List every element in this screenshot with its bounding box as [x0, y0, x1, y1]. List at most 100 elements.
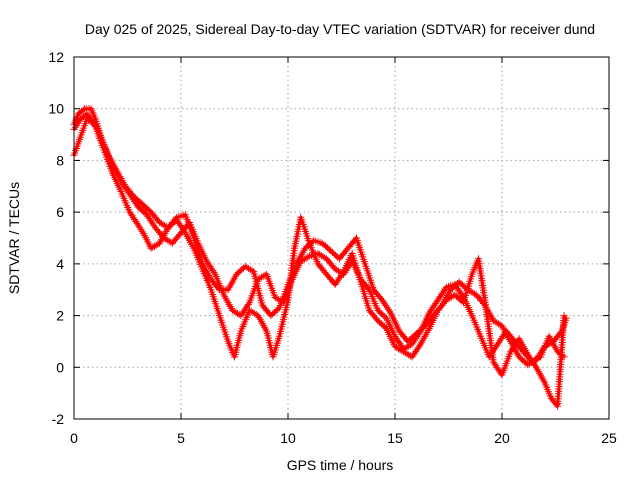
data-point — [142, 204, 150, 211]
data-point — [140, 202, 148, 210]
data-point — [323, 244, 331, 252]
plot-frame — [73, 56, 610, 420]
data-point — [367, 308, 375, 316]
data-point — [134, 203, 142, 211]
data-point — [554, 332, 562, 340]
data-point — [377, 320, 385, 328]
data-point — [138, 206, 146, 214]
data-point — [381, 313, 389, 321]
data-point — [132, 199, 140, 207]
x-tick-label: 0 — [70, 430, 78, 446]
data-point — [324, 272, 332, 280]
data-point — [376, 318, 384, 326]
data-point — [440, 287, 448, 295]
data-point — [234, 269, 242, 277]
data-point — [527, 356, 535, 364]
data-point — [164, 224, 172, 232]
data-point — [455, 278, 463, 286]
y-tick-label: 4 — [56, 256, 64, 272]
data-point — [371, 287, 379, 295]
data-point — [374, 317, 382, 325]
data-point — [381, 300, 389, 308]
data-point — [384, 305, 392, 313]
grid-lines — [74, 57, 609, 419]
data-point — [430, 302, 438, 310]
data-point — [374, 306, 382, 314]
data-point — [515, 353, 523, 361]
data-point — [260, 303, 268, 311]
data-point — [365, 306, 373, 314]
data-point — [203, 257, 211, 265]
data-point — [457, 290, 465, 298]
data-point — [327, 275, 335, 283]
data-point — [393, 336, 401, 344]
data-point — [459, 281, 467, 289]
y-tick-label: 2 — [56, 308, 64, 324]
data-point — [168, 239, 176, 247]
data-point — [520, 358, 528, 366]
data-point — [129, 196, 137, 204]
data-point — [505, 331, 513, 338]
data-point — [173, 216, 181, 224]
data-point — [325, 245, 333, 253]
y-axis-title: SDTVAR / TECUs — [6, 182, 22, 294]
data-point — [178, 223, 186, 231]
data-point — [144, 213, 152, 221]
data-point — [345, 243, 353, 251]
data-point — [376, 308, 384, 316]
data-point — [258, 301, 266, 309]
data-point — [364, 284, 372, 292]
data-point — [322, 242, 330, 250]
data-point — [412, 347, 420, 355]
data-point — [335, 275, 343, 283]
data-point — [370, 312, 378, 320]
data-point — [379, 321, 387, 329]
data-point — [395, 338, 403, 346]
data-point — [377, 310, 385, 317]
y-tick-label: 0 — [56, 359, 64, 375]
x-tick-label: 5 — [177, 430, 185, 446]
data-point — [508, 346, 516, 354]
data-point — [144, 205, 152, 213]
data-point — [494, 340, 502, 348]
data-point — [499, 333, 507, 341]
data-point — [132, 217, 140, 225]
data-point — [491, 360, 499, 368]
data-point — [168, 221, 176, 229]
data-point — [122, 185, 130, 192]
data-point — [427, 307, 434, 315]
x-tick-label: 20 — [494, 430, 510, 446]
data-point — [330, 250, 338, 258]
data-point — [453, 292, 461, 300]
data-point — [382, 302, 390, 310]
data-point — [183, 222, 191, 230]
data-point — [429, 303, 437, 311]
data-point — [208, 265, 216, 273]
data-point — [379, 311, 387, 319]
data-point — [344, 244, 352, 252]
axis-ticks: -2 0 2 4 6 8 10 12 0 5 10 15 20 25 — [48, 49, 617, 446]
data-point — [340, 250, 348, 257]
data-point — [408, 340, 416, 348]
data-point — [456, 296, 464, 303]
data-point — [397, 329, 405, 337]
data-point — [411, 349, 419, 357]
data-point — [337, 271, 345, 279]
y-tick-label: 6 — [56, 204, 64, 220]
data-point — [238, 310, 246, 318]
data-point — [438, 291, 445, 298]
data-point — [381, 323, 389, 331]
data-point — [90, 121, 98, 129]
data-point — [452, 282, 460, 290]
data-point — [269, 310, 277, 318]
data-point — [180, 227, 188, 235]
data-point — [270, 309, 278, 316]
data-point — [416, 329, 423, 337]
data-point — [211, 281, 219, 288]
data-point — [373, 315, 380, 323]
data-point — [124, 188, 132, 196]
data-point — [371, 313, 379, 321]
data-point — [435, 305, 443, 313]
